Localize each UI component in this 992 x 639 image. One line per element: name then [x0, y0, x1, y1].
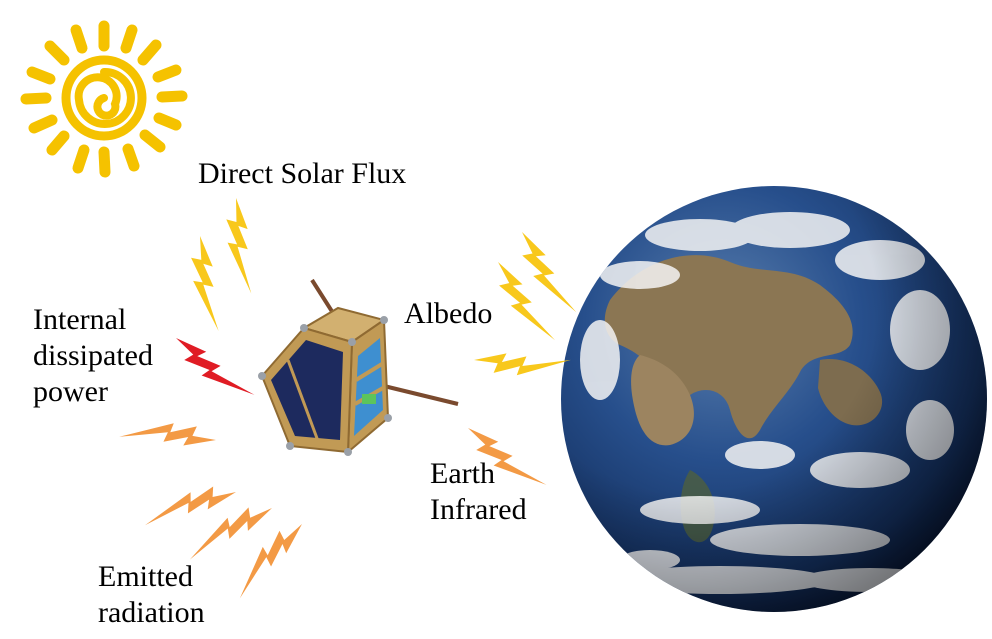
- label-line: power: [33, 375, 108, 408]
- lightning-bolt-icon: [145, 460, 236, 557]
- direct-solar-flux-label: Direct Solar Flux: [198, 157, 407, 190]
- label-line: dissipated: [33, 339, 153, 372]
- lightning-bolt-icon: [478, 262, 575, 341]
- label-line: Emitted: [98, 560, 193, 593]
- lightning-bolt-icon: [500, 232, 598, 313]
- label-line: Internal: [33, 303, 127, 336]
- solar-flux-bolts: [163, 198, 289, 332]
- label-line: Earth: [430, 457, 495, 490]
- internal-dissipated-power-label: Internal dissipated power: [33, 302, 153, 410]
- label-line: Infrared: [430, 493, 527, 526]
- earth-icon: [561, 186, 987, 612]
- albedo-label: Albedo: [404, 297, 493, 330]
- lightning-bolt-icon: [198, 198, 289, 294]
- sun-icon: [20, 20, 188, 178]
- label-line: radiation: [98, 596, 205, 629]
- emitted-radiation-label: Emitted radiation: [98, 559, 205, 631]
- earth-infrared-label: Earth Infrared: [430, 456, 527, 528]
- cubesat-icon: [258, 278, 459, 456]
- lightning-bolt-icon: [163, 236, 256, 332]
- internal-power-bolt: [170, 338, 260, 395]
- lightning-bolt-icon: [170, 338, 260, 395]
